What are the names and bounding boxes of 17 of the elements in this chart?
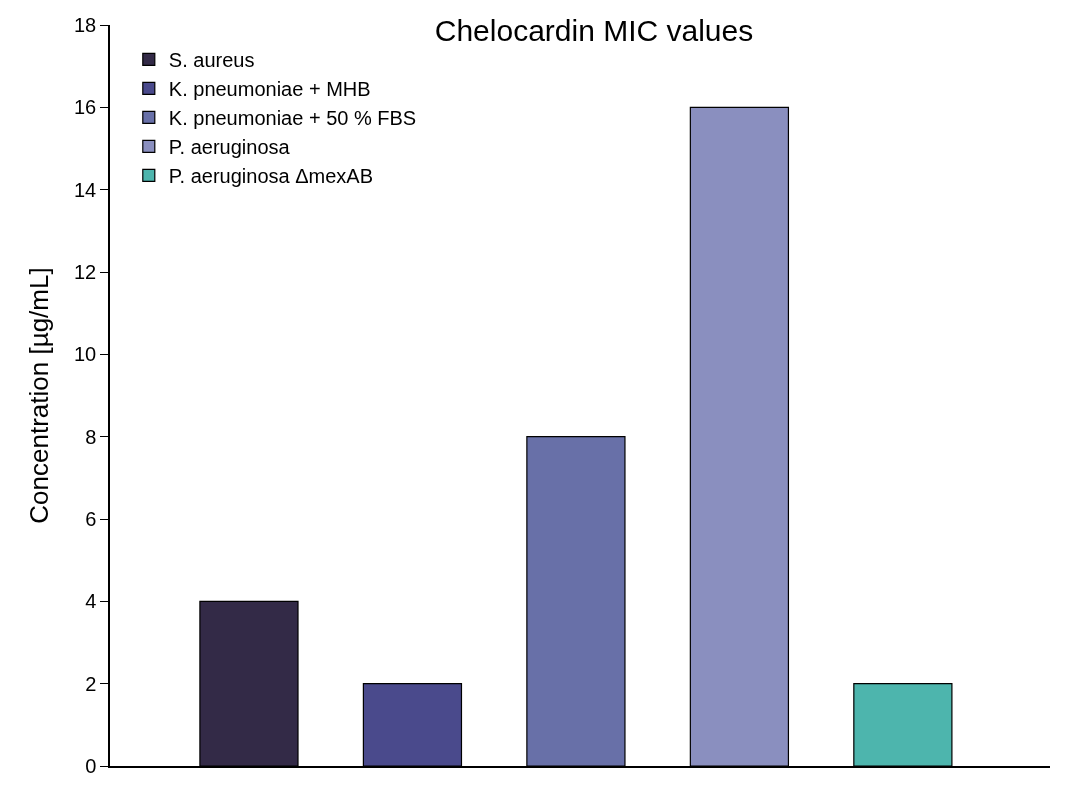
legend-label: P. aeruginosa [168, 136, 291, 159]
legend-label: K. pneumoniae + MHB [168, 78, 371, 101]
y-tick-label: 18 [74, 14, 97, 36]
y-tick-label: 8 [85, 425, 97, 448]
y-tick-label: 6 [85, 508, 97, 530]
y-tick-label: 16 [74, 96, 97, 119]
legend-label: S. aureus [168, 49, 255, 72]
chart-title: Chelocardin MIC values [434, 13, 754, 47]
y-tick-label: 2 [85, 672, 97, 695]
y-axis-title: Concentration [µg/mL] [23, 267, 54, 524]
y-tick-label: 10 [74, 343, 97, 366]
legend-label: P. aeruginosa ΔmexAB [168, 165, 374, 188]
legend-label: K. pneumoniae + 50 % FBS [168, 107, 417, 130]
y-tick-label: 14 [74, 178, 97, 201]
y-tick-label: 0 [85, 755, 97, 777]
y-tick-label: 4 [85, 590, 97, 613]
y-tick-label: 12 [74, 261, 97, 283]
